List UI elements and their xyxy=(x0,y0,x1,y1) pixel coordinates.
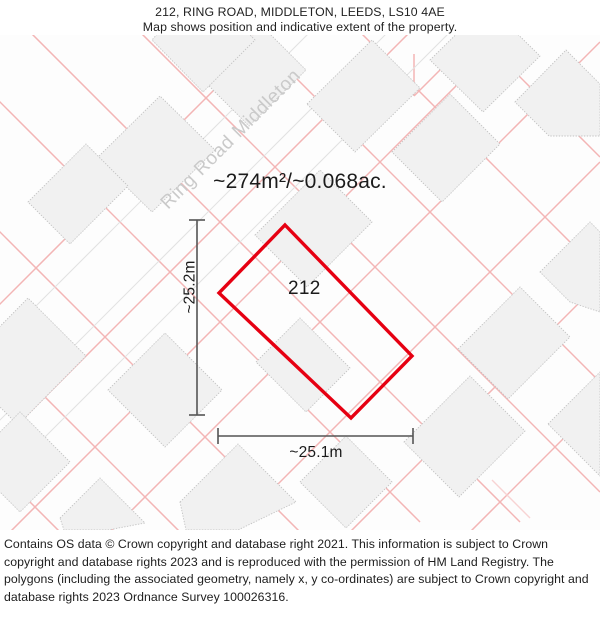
property-address: 212, RING ROAD, MIDDLETON, LEEDS, LS10 4… xyxy=(155,5,445,19)
horizontal-dimension-label: ~25.1m xyxy=(289,444,343,461)
copyright-text: Contains OS data © Crown copyright and d… xyxy=(4,537,589,604)
map-canvas: .bldg { fill: #f1f1f1; stroke: #c4c4c4; … xyxy=(0,32,600,530)
property-outline[interactable] xyxy=(216,222,415,421)
dimension-lines xyxy=(189,219,414,444)
map-header: 212, RING ROAD, MIDDLETON, LEEDS, LS10 4… xyxy=(0,0,600,35)
copyright-footer: Contains OS data © Crown copyright and d… xyxy=(0,536,600,607)
plot-number-label: 212 xyxy=(288,278,321,299)
area-measurement-label: ~274m²/~0.068ac. xyxy=(213,170,387,193)
property-map[interactable]: .bldg { fill: #f1f1f1; stroke: #c4c4c4; … xyxy=(0,32,600,530)
building-footprints xyxy=(0,32,600,530)
map-caption: Map shows position and indicative extent… xyxy=(142,20,458,34)
vertical-dimension-label: ~25.2m xyxy=(181,260,199,314)
